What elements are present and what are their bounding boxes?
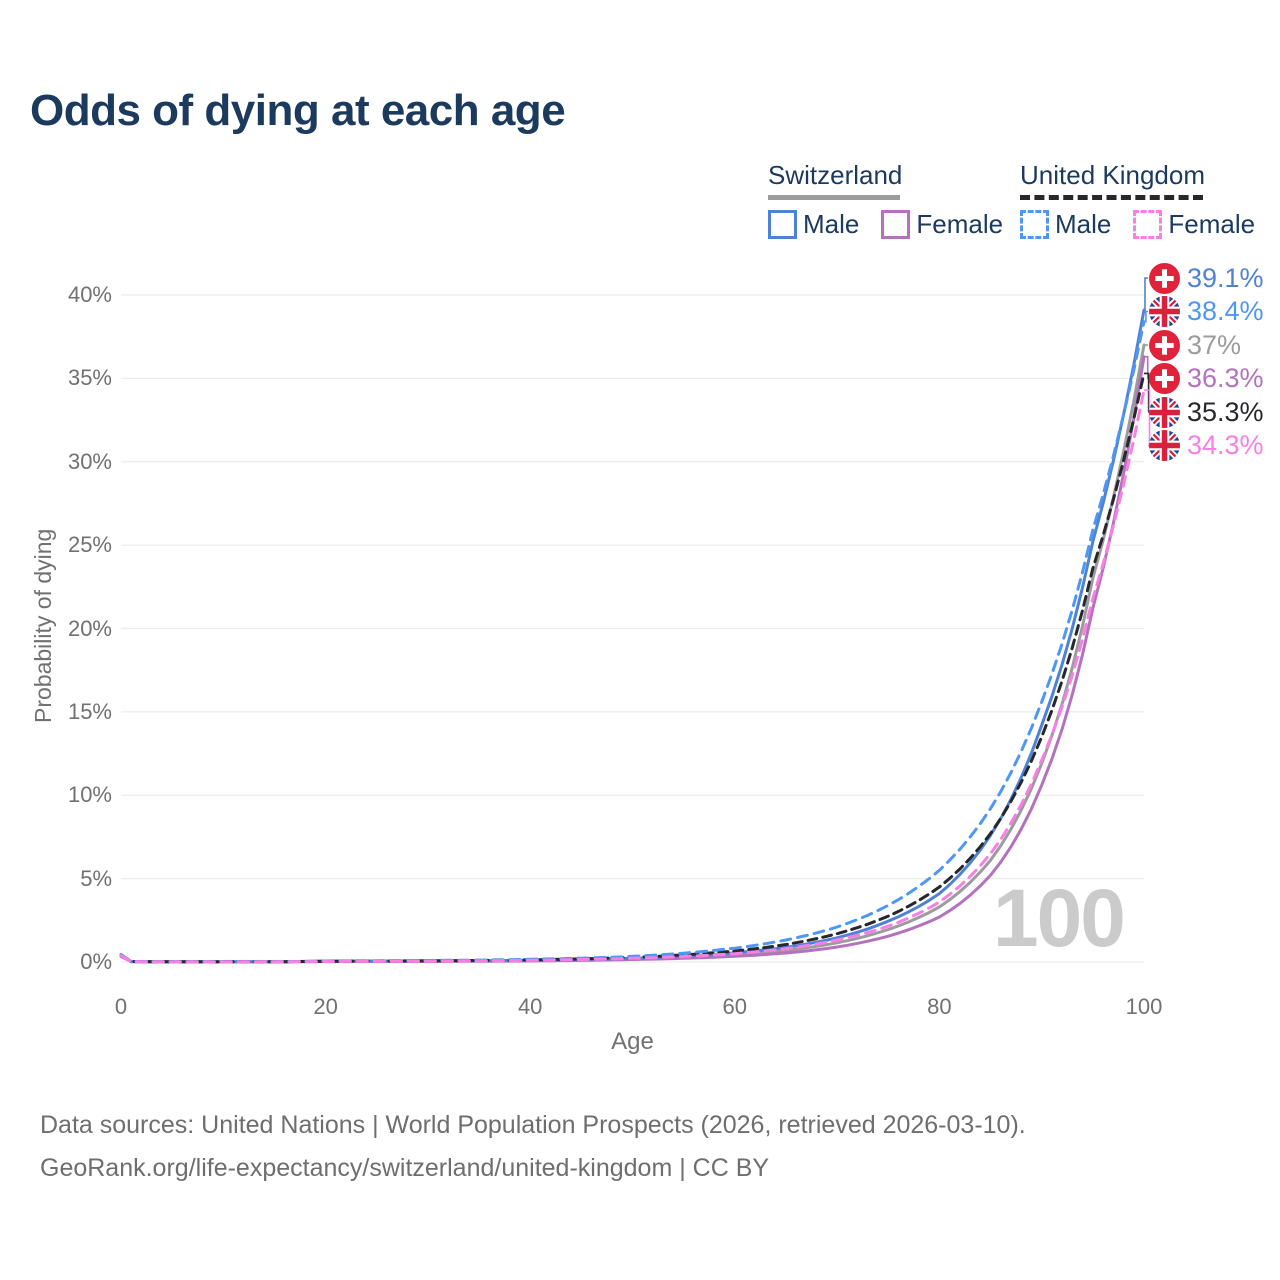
x-axis-title: Age xyxy=(611,1028,654,1055)
series-line-switzerland-female[interactable] xyxy=(119,355,1146,964)
switzerland-flag-icon xyxy=(1149,329,1180,361)
x-tick-label: 100 xyxy=(1125,994,1163,1019)
end-label-row-switzerland-both-sexes: 37% xyxy=(1149,328,1241,362)
legend-item-united-kingdom-male[interactable]: Male xyxy=(1020,209,1111,240)
uk-flag-icon xyxy=(1149,430,1180,461)
label-connector xyxy=(1144,277,1148,311)
label-connector xyxy=(1144,372,1150,413)
legend-swatch-box[interactable] xyxy=(1133,210,1163,239)
y-tick-label: 25% xyxy=(67,532,112,558)
x-tick-label: 80 xyxy=(927,994,952,1019)
legend-line-swatch-united-kingdom xyxy=(1020,195,1203,200)
end-label-value: 39.1% xyxy=(1187,262,1264,293)
y-tick-label: 35% xyxy=(67,365,112,391)
end-label-value: 37% xyxy=(1187,329,1242,360)
series-line-switzerland-both-sexes[interactable] xyxy=(119,343,1146,964)
legend-item-label: Female xyxy=(1168,209,1256,239)
switzerland-flag-icon xyxy=(1149,363,1180,394)
legend-item-united-kingdom-female[interactable]: Female xyxy=(1133,209,1255,240)
legend-item-switzerland-male[interactable]: Male xyxy=(768,209,859,240)
end-label-value: 36.3% xyxy=(1187,363,1264,393)
end-label-value: 35.3% xyxy=(1187,396,1264,427)
series-line-united-kingdom-male[interactable] xyxy=(119,320,1146,964)
end-label-row-united-kingdom-both-sexes: 35.3% xyxy=(1149,395,1264,429)
end-label-value: 34.3% xyxy=(1187,430,1264,460)
end-label-value: 38.4% xyxy=(1187,296,1264,326)
y-tick-label: 40% xyxy=(67,282,112,307)
legend-country-label-united-kingdom[interactable]: United Kingdom xyxy=(1020,160,1205,190)
legend-item-label: Male xyxy=(1055,209,1112,239)
x-tick-label: 60 xyxy=(722,994,748,1019)
y-tick-label: 15% xyxy=(67,698,112,724)
end-label-row-united-kingdom-female: 34.3% xyxy=(1149,429,1264,463)
switzerland-flag-icon xyxy=(1149,262,1180,294)
legend-swatch-box[interactable] xyxy=(881,210,911,239)
x-tick-label: 40 xyxy=(517,994,543,1019)
legend-swatch-box[interactable] xyxy=(1020,210,1049,239)
legend-item-label: Female xyxy=(916,209,1004,239)
legend-items-united-kingdom: Male Female xyxy=(1020,209,1255,240)
y-tick-label: 10% xyxy=(67,782,112,808)
y-tick-label: 0% xyxy=(80,949,112,974)
series-line-switzerland-male[interactable] xyxy=(119,308,1146,964)
footer: Data sources: United Nations | World Pop… xyxy=(40,1104,1026,1190)
legend-line-swatch-switzerland xyxy=(768,195,900,200)
y-axis-title: Probability of dying xyxy=(30,528,56,724)
x-tick-label: 20 xyxy=(313,994,338,1019)
uk-flag-icon xyxy=(1149,296,1180,327)
x-tick-label: 0 xyxy=(114,994,128,1019)
footer-attribution-line: GeoRank.org/life-expectancy/switzerland/… xyxy=(40,1154,770,1182)
end-label-row-united-kingdom-male: 38.4% xyxy=(1149,295,1264,329)
page-title: Odds of dying at each age xyxy=(30,86,566,135)
legend-item-label: Male xyxy=(803,209,860,239)
label-connector xyxy=(1144,310,1148,323)
legend-group-switzerland: Switzerland Male Female xyxy=(768,160,1003,240)
legend-group-united-kingdom: United Kingdom Male Female xyxy=(1020,160,1255,240)
age-watermark: 100 xyxy=(993,873,1126,964)
end-label-row-switzerland-female: 36.3% xyxy=(1149,362,1264,396)
y-tick-label: 30% xyxy=(67,448,112,474)
series-line-united-kingdom-female[interactable] xyxy=(119,388,1146,964)
uk-flag-icon xyxy=(1149,396,1180,428)
label-connector xyxy=(1144,389,1151,447)
end-label-row-switzerland-male: 39.1% xyxy=(1149,261,1264,295)
legend-swatch-box[interactable] xyxy=(768,210,797,239)
legend-items-switzerland: Male Female xyxy=(768,209,1003,240)
y-tick-label: 20% xyxy=(67,615,112,641)
legend-country-label-switzerland[interactable]: Switzerland xyxy=(768,160,903,190)
footer-source-line: Data sources: United Nations | World Pop… xyxy=(40,1111,1026,1139)
legend-item-switzerland-female[interactable]: Female xyxy=(881,209,1003,240)
y-tick-label: 5% xyxy=(80,865,112,891)
